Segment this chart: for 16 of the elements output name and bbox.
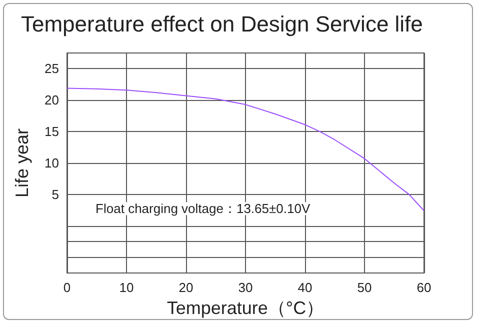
x-tick-label: 20 [178, 280, 194, 295]
y-tick-label: 20 [44, 92, 59, 108]
chart-title: Temperature effect on Design Service life [21, 12, 423, 36]
x-tick-label: 40 [298, 280, 312, 295]
y-tick-label: 10 [44, 156, 59, 170]
x-tick-label: 10 [119, 280, 134, 295]
annotation: Float charging voltage：13.65±0.10V [96, 201, 310, 216]
x-tick-label: 30 [238, 280, 253, 295]
x-tick-label: 60 [416, 280, 432, 295]
x-tick-label: 50 [357, 280, 372, 295]
y-axis-title: Life year [12, 128, 32, 198]
y-tick-label: 5 [52, 186, 59, 202]
y-tick-label: 15 [44, 124, 59, 140]
y-tick-label: 25 [44, 61, 59, 76]
x-tick-label: 0 [63, 280, 71, 295]
x-axis-title: Temperature（°C） [166, 298, 324, 318]
